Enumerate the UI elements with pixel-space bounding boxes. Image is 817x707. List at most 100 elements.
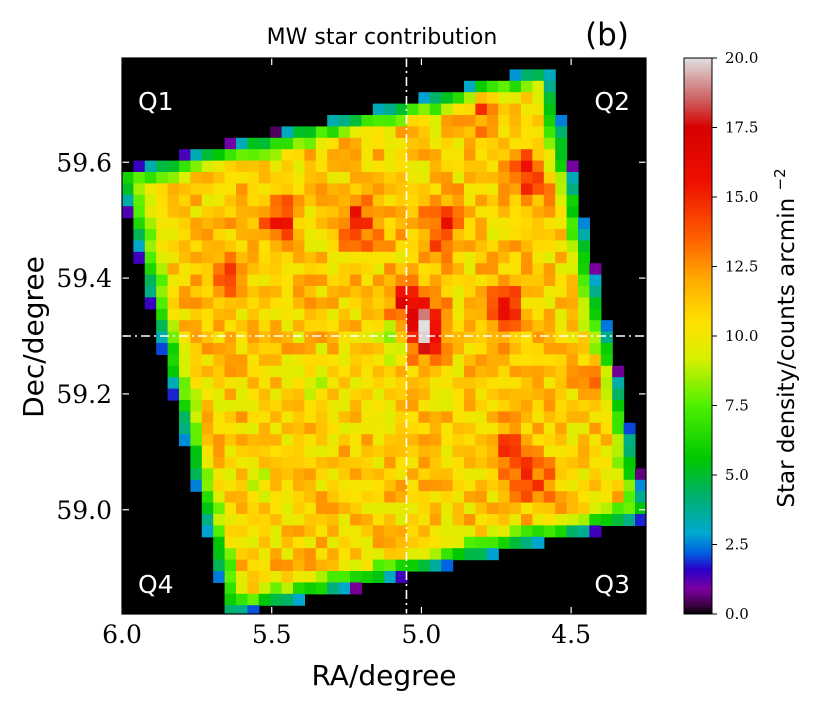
density-cell: [338, 491, 351, 504]
density-cell: [338, 229, 351, 241]
density-cell: [327, 411, 340, 424]
density-cell: [532, 206, 545, 219]
density-cell: [247, 388, 260, 401]
density-cell: [475, 308, 488, 321]
density-cell: [418, 206, 431, 219]
density-cell: [179, 422, 191, 435]
density-cell: [213, 183, 226, 196]
density-cell: [201, 388, 214, 401]
density-cell: [179, 172, 191, 184]
density-cell: [509, 434, 522, 447]
density-cell: [543, 297, 556, 310]
density-cell: [407, 514, 419, 526]
density-cell: [452, 536, 465, 549]
density-cell: [315, 194, 328, 207]
density-cell: [566, 502, 579, 515]
density-cell: [372, 137, 385, 150]
density-cell: [350, 525, 362, 538]
density-cell: [578, 331, 590, 344]
density-cell: [407, 160, 419, 173]
x-tick-label: 5.0: [402, 620, 442, 649]
density-cell: [509, 137, 522, 150]
density-cell: [418, 377, 431, 390]
density-cell: [293, 525, 305, 538]
density-cell: [258, 548, 271, 561]
density-cell: [407, 263, 419, 276]
density-cell: [612, 388, 625, 401]
density-cell: [543, 92, 556, 105]
density-cell: [224, 217, 237, 230]
density-cell: [635, 479, 646, 492]
density-cell: [247, 354, 260, 367]
density-cell: [600, 479, 613, 492]
density-cell: [464, 229, 476, 241]
density-cell: [475, 536, 488, 549]
density-cell: [372, 331, 385, 344]
density-cell: [213, 308, 226, 321]
density-cell: [578, 502, 590, 515]
density-cell: [509, 445, 522, 458]
density-cell: [213, 343, 226, 355]
density-cell: [270, 137, 283, 150]
density-cell: [509, 536, 522, 549]
density-cell: [327, 263, 340, 276]
density-cell: [521, 286, 533, 298]
density-cell: [600, 491, 613, 504]
density-cell: [167, 229, 180, 241]
density-cell: [429, 468, 442, 481]
quadrant-dividers: [122, 58, 646, 614]
density-cell: [350, 445, 362, 458]
density-cell: [247, 229, 260, 241]
density-cell: [213, 240, 226, 253]
density-cell: [258, 297, 271, 310]
density-cell: [361, 388, 374, 401]
density-cell: [224, 229, 237, 241]
density-cell: [589, 525, 602, 538]
density-cell: [315, 525, 328, 538]
density-cell: [293, 217, 305, 230]
density-cell: [236, 229, 248, 241]
density-cell: [407, 229, 419, 241]
density-cell: [521, 411, 533, 424]
density-cell: [532, 263, 545, 276]
density-cell: [589, 263, 602, 276]
density-cell: [281, 548, 294, 561]
density-cell: [236, 491, 248, 504]
density-cell: [236, 411, 248, 424]
density-cell: [623, 422, 636, 435]
density-cell: [167, 274, 180, 287]
density-cell: [247, 137, 260, 150]
density-cell: [429, 92, 442, 105]
density-cell: [521, 468, 533, 481]
density-cell: [293, 514, 305, 526]
density-cell: [555, 388, 568, 401]
density-cell: [543, 274, 556, 287]
density-cell: [486, 103, 499, 116]
density-cell: [543, 468, 556, 481]
density-cell: [418, 103, 431, 116]
density-cell: [133, 183, 146, 196]
density-cell: [441, 274, 454, 287]
density-cell: [179, 274, 191, 287]
density-cell: [566, 160, 579, 173]
density-cell: [635, 491, 646, 504]
density-cell: [338, 536, 351, 549]
density-cell: [566, 343, 579, 355]
density-cell: [578, 479, 590, 492]
density-cell: [327, 229, 340, 241]
density-cell: [441, 388, 454, 401]
density-cell: [566, 229, 579, 241]
density-cell: [475, 274, 488, 287]
density-cell: [384, 354, 397, 367]
density-cell: [543, 126, 556, 139]
density-cell: [395, 571, 408, 583]
density-cell: [521, 297, 533, 310]
density-cell: [464, 92, 476, 105]
density-cell: [452, 160, 465, 173]
density-cell: [190, 468, 203, 481]
density-cell: [509, 149, 522, 162]
density-cell: [372, 514, 385, 526]
density-cell: [327, 582, 340, 595]
density-cell: [179, 331, 191, 344]
density-cell: [258, 354, 271, 367]
